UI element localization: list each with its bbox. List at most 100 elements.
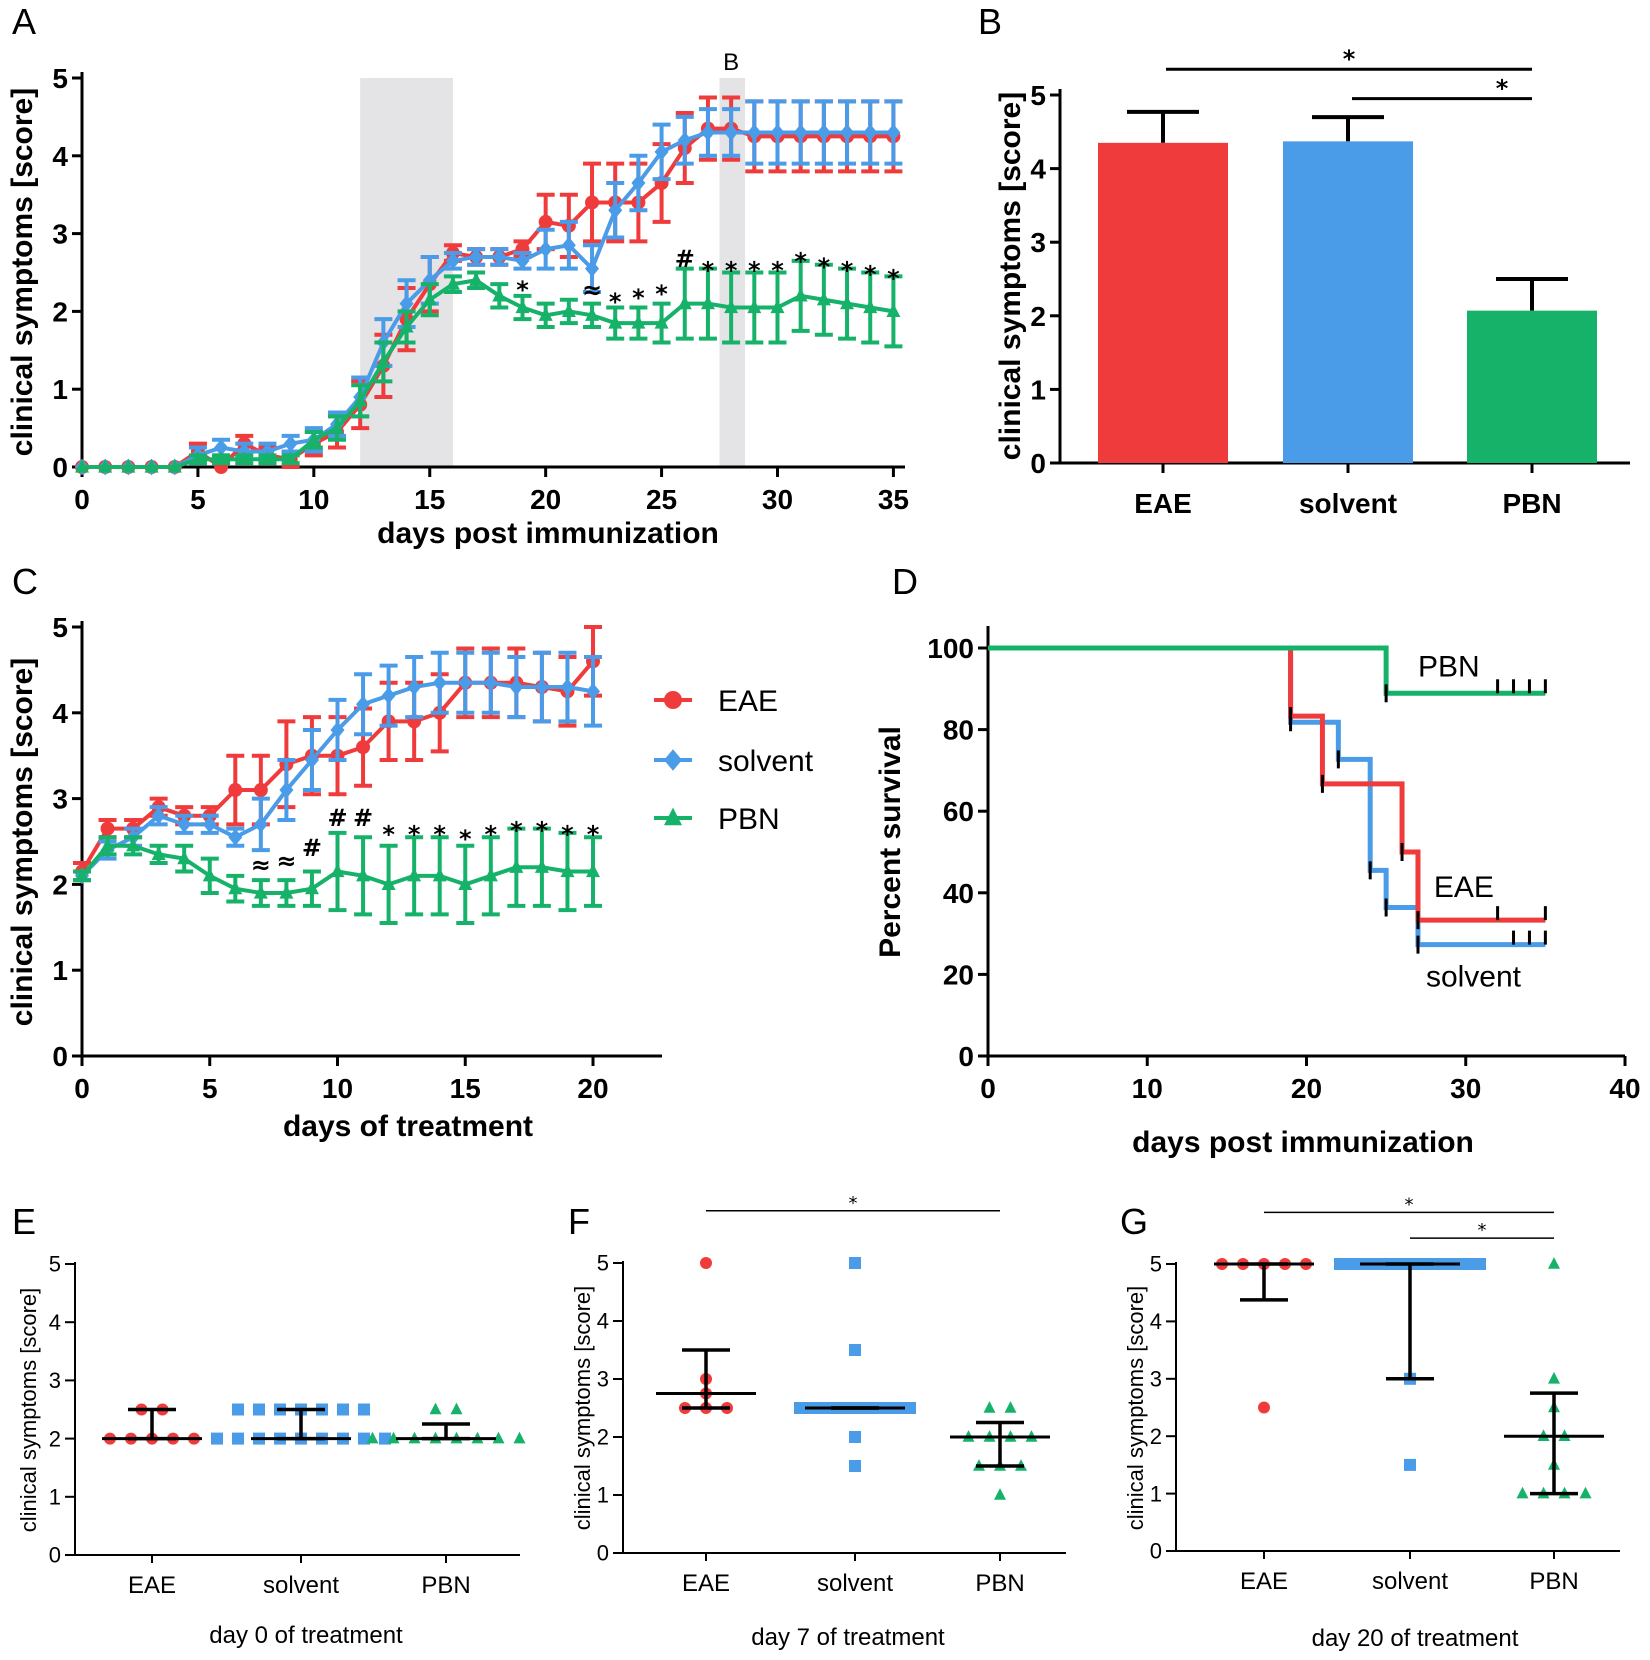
x-tick-label: solvent <box>1299 488 1397 519</box>
data-point <box>260 451 275 465</box>
data-point <box>100 821 115 836</box>
legend-swatch-marker <box>664 749 682 771</box>
x-axis-title: days post immunization <box>1132 1126 1474 1159</box>
x-tick-label: EAE <box>1134 488 1192 519</box>
data-point <box>399 318 414 333</box>
legend-label: PBN <box>718 803 780 836</box>
legend: EAE solvent PBN <box>654 685 814 836</box>
data-point <box>356 740 371 755</box>
data-point <box>144 458 159 473</box>
y-tick-label: 3 <box>597 1367 609 1392</box>
data-point <box>279 781 294 799</box>
data-point <box>366 1431 379 1444</box>
panel-label-b: B <box>978 1 1002 42</box>
bar-pbn <box>1467 310 1597 463</box>
data-point <box>469 272 484 286</box>
x-tick-label: PBN <box>1502 488 1561 519</box>
x-tick-label: 15 <box>450 1073 481 1104</box>
data-point <box>450 1402 463 1415</box>
data-point <box>677 295 692 310</box>
data-point <box>356 867 371 882</box>
x-tick-label: solvent <box>263 1572 339 1599</box>
x-tick-label: 0 <box>74 484 90 515</box>
data-point <box>534 678 549 696</box>
significance-mark: * <box>516 276 529 304</box>
x-axis-title: days post immunization <box>377 517 719 550</box>
y-tick-label: 3 <box>1150 1367 1162 1392</box>
data-point <box>177 850 192 865</box>
data-point <box>631 315 646 329</box>
data-point <box>1404 1458 1416 1471</box>
panel-a: A B 0 1 2 3 4 5 0 5 10 15 20 25 30 35 clinical symptoms… <box>6 1 909 550</box>
data-point <box>904 1402 916 1414</box>
data-point <box>432 867 447 882</box>
y-tick-label: 2 <box>1030 301 1046 332</box>
data-point <box>469 248 484 266</box>
data-point <box>304 880 319 895</box>
data-point <box>585 195 600 210</box>
data-point <box>1344 1258 1356 1270</box>
data-point <box>586 863 601 878</box>
data-point <box>608 201 623 219</box>
data-point <box>561 303 576 317</box>
y-tick-label: 5 <box>49 1252 61 1277</box>
x-tick-label: 20 <box>530 484 561 515</box>
series-line <box>82 126 894 470</box>
significance-mark: # <box>675 245 695 273</box>
data-point <box>509 859 524 873</box>
y-tick-label: 4 <box>597 1309 609 1334</box>
x-tick-label: solvent <box>817 1570 893 1597</box>
y-axis-title: clinical symptoms [score] <box>16 1288 41 1533</box>
significance-mark: * <box>510 816 523 844</box>
panel-label-e: E <box>12 1201 36 1242</box>
data-point <box>283 451 298 465</box>
y-tick-label: 5 <box>52 63 68 94</box>
data-point <box>538 307 553 321</box>
data-point <box>483 867 498 882</box>
data-point <box>381 876 396 890</box>
group-pbn <box>366 1402 526 1444</box>
data-point <box>1516 1486 1529 1499</box>
data-point <box>849 1460 861 1472</box>
significance-mark: * <box>485 821 498 849</box>
x-tick-label: 10 <box>298 484 329 515</box>
data-point <box>1334 1258 1346 1270</box>
data-point <box>724 299 739 314</box>
data-point <box>126 837 141 852</box>
data-point <box>337 1403 349 1416</box>
x-axis-title: day 0 of treatment <box>209 1622 403 1649</box>
data-point <box>422 291 437 306</box>
group-pbn <box>1504 1257 1604 1499</box>
data-point <box>190 451 205 465</box>
data-point <box>534 859 549 873</box>
data-point <box>1004 1401 1017 1413</box>
data-point <box>98 458 113 473</box>
significance-mark: * <box>748 257 761 285</box>
significance-mark: # <box>302 834 322 862</box>
y-tick-label: 3 <box>49 1368 61 1393</box>
y-tick-label: 40 <box>943 878 974 909</box>
data-point <box>387 1431 400 1444</box>
data-point <box>1579 1486 1592 1499</box>
series-pbn <box>75 258 903 473</box>
x-tick-label: EAE <box>128 1572 176 1599</box>
data-point <box>794 1402 806 1414</box>
y-axis-title: clinical symptoms [score] <box>570 1286 595 1531</box>
y-axis-title: clinical symptoms [score] <box>6 658 39 1026</box>
bar-eae <box>1098 142 1228 463</box>
data-point <box>793 287 808 302</box>
y-tick-label: 4 <box>1030 154 1046 185</box>
panel-d: D 0 20 40 60 80 100 0 10 20 30 40 Percent survival d… <box>874 561 1641 1159</box>
y-tick-label: 3 <box>1030 227 1046 258</box>
data-point <box>863 299 878 314</box>
data-point <box>994 1488 1006 1500</box>
data-point <box>631 174 646 192</box>
significance-mark: * <box>1478 1220 1487 1241</box>
group-solvent <box>1334 1258 1486 1471</box>
group-eae <box>102 1403 202 1445</box>
significance-mark: * <box>561 821 574 849</box>
significance-mark: * <box>408 821 421 849</box>
